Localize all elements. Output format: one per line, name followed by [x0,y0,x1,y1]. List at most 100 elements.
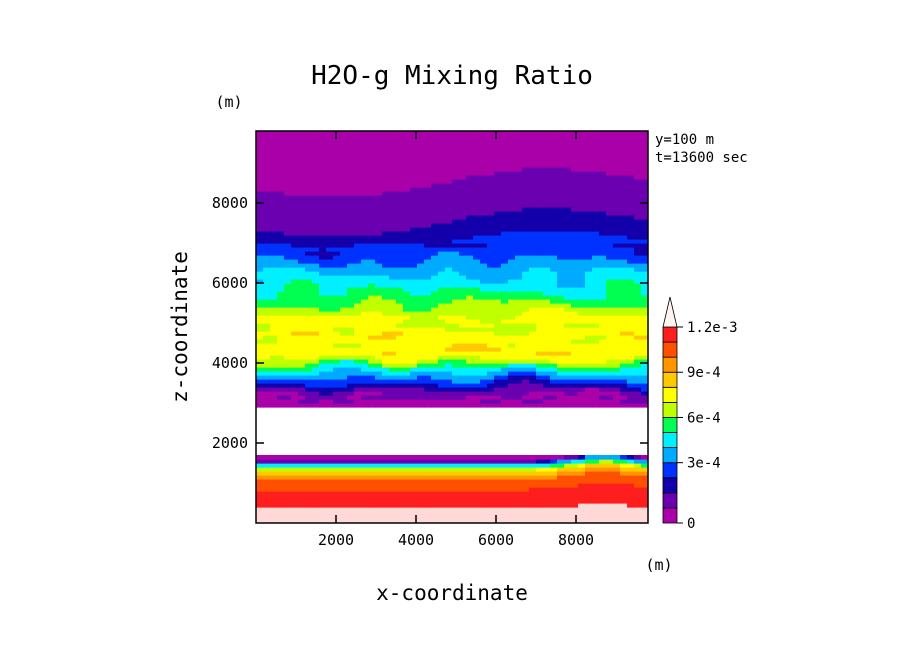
contour-cell [263,251,271,256]
contour-cell [438,323,446,328]
contour-cell [529,207,537,212]
contour-cell [305,483,313,488]
contour-cell [613,279,621,284]
contour-cell [452,319,460,324]
contour-cell [515,331,523,336]
contour-cell [634,219,642,224]
contour-cell [515,135,523,140]
contour-cell [305,467,313,472]
contour-cell [571,223,579,228]
contour-cell [543,187,551,192]
contour-cell [396,207,404,212]
contour-cell [431,307,439,312]
contour-cell [410,183,418,188]
contour-cell [452,367,460,372]
contour-cell [417,159,425,164]
contour-cell [263,295,271,300]
contour-cell [424,147,432,152]
contour-cell [606,467,614,472]
contour-cell [578,327,586,332]
contour-cell [424,175,432,180]
contour-cell [452,243,460,248]
contour-cell [256,171,264,176]
contour-cell [592,495,600,500]
contour-cell [445,191,453,196]
contour-cell [396,351,404,356]
contour-cell [522,511,530,516]
contour-cell [256,495,264,500]
contour-cell [382,223,390,228]
contour-cell [326,319,334,324]
contour-cell [613,335,621,340]
contour-cell [459,143,467,148]
contour-cell [403,311,411,316]
contour-cell [585,303,593,308]
contour-cell [347,187,355,192]
contour-cell [578,491,586,496]
contour-cell [641,155,648,160]
contour-cell [599,147,607,152]
contour-cell [585,459,593,464]
y-tick-label: 8000 [212,194,248,212]
contour-cell [382,503,390,508]
contour-cell [256,315,264,320]
contour-cell [263,203,271,208]
contour-cell [347,263,355,268]
contour-cell [403,187,411,192]
contour-cell [256,335,264,340]
contour-cell [396,135,404,140]
contour-cell [284,495,292,500]
contour-cell [578,519,586,523]
contour-cell [305,263,313,268]
contour-cell [592,347,600,352]
contour-cell [270,483,278,488]
contour-cell [564,339,572,344]
contour-cell [375,515,383,520]
contour-cell [564,235,572,240]
contour-cell [508,147,516,152]
contour-cell [312,275,320,280]
contour-cell [494,331,502,336]
contour-cell [494,499,502,504]
contour-cell [410,191,418,196]
contour-cell [501,303,509,308]
contour-cell [263,511,271,516]
contour-cell [564,375,572,380]
contour-cell [627,403,635,408]
contour-cell [606,455,614,460]
contour-cell [333,155,341,160]
contour-cell [557,491,565,496]
contour-cell [438,499,446,504]
contour-cell [641,471,648,476]
contour-cell [543,499,551,504]
contour-cell [396,235,404,240]
contour-cell [291,307,299,312]
contour-cell [312,495,320,500]
contour-cell [326,295,334,300]
contour-cell [480,203,488,208]
contour-cell [480,399,488,404]
contour-cell [263,179,271,184]
contour-cell [389,371,397,376]
contour-cell [627,463,635,468]
contour-cell [277,491,285,496]
contour-cell [620,319,628,324]
contour-cell [515,507,523,512]
contour-cell [571,239,579,244]
contour-cell [634,263,642,268]
contour-cell [396,483,404,488]
contour-cell [277,463,285,468]
contour-cell [375,251,383,256]
contour-cell [326,183,334,188]
contour-cell [508,463,516,468]
contour-cell [270,395,278,400]
contour-cell [396,219,404,224]
contour-cell [340,515,348,520]
contour-cell [592,279,600,284]
contour-cell [431,267,439,272]
contour-cell [515,491,523,496]
contour-cell [494,507,502,512]
contour-cell [347,251,355,256]
contour-cell [445,147,453,152]
contour-cell [578,507,586,512]
